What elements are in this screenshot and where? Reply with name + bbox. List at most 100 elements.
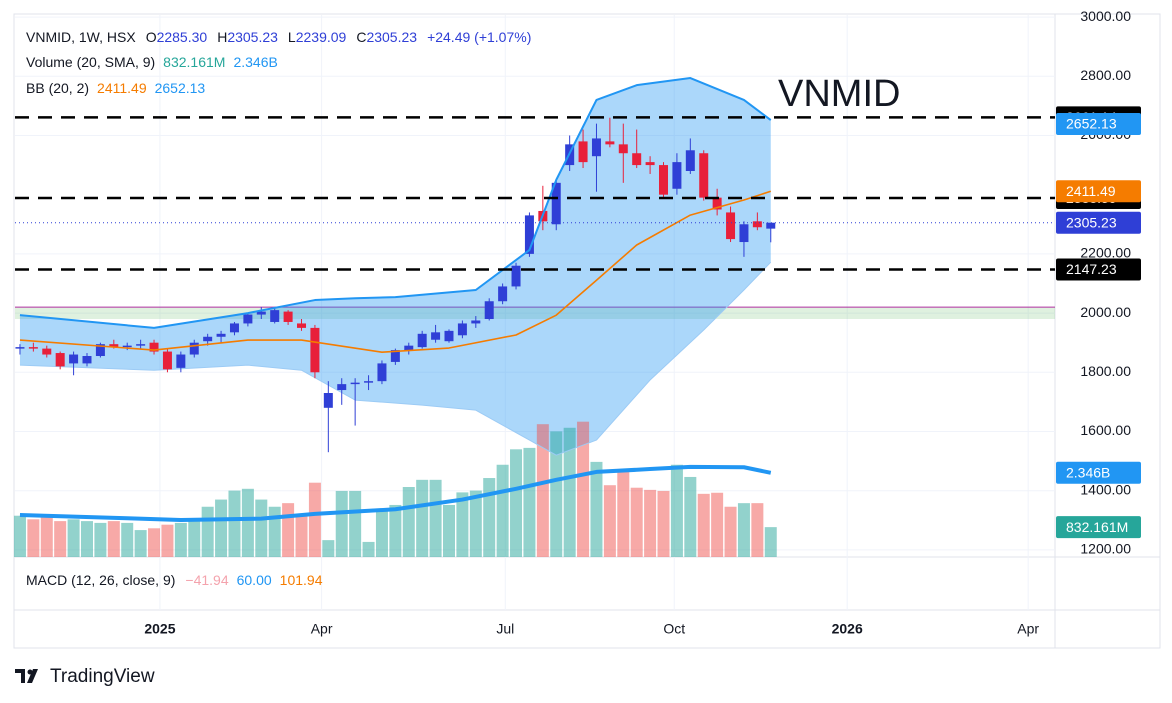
legend-bb: BB (20, 2) 2411.49 2652.13 — [26, 80, 205, 96]
volume-bar — [228, 490, 241, 557]
macd-value: 60.00 — [237, 572, 272, 588]
candle-body — [323, 393, 333, 408]
volume-bar — [362, 541, 375, 557]
volume-bar — [13, 515, 26, 557]
candle-body — [310, 327, 320, 373]
volume-bar — [563, 427, 576, 557]
y-tick-label: 1400.00 — [1080, 481, 1131, 497]
candle-body — [498, 286, 508, 302]
y-tick-label: 1200.00 — [1080, 541, 1131, 557]
volume-bar — [402, 487, 415, 557]
candle-body — [203, 336, 213, 342]
indicator-line — [19, 464, 772, 523]
candle-body — [69, 354, 79, 364]
ohlc-value: 2305.23 — [227, 29, 278, 45]
candle-body — [699, 153, 709, 198]
volume-bar — [295, 513, 308, 557]
volume-bar — [657, 490, 670, 557]
price-badge — [1056, 461, 1141, 484]
candle-body — [632, 153, 642, 166]
legend-symbol: VNMID, 1W, HSX O2285.30 H2305.23 L2239.09 C2… — [26, 29, 531, 45]
candle-body — [189, 342, 199, 355]
candle-body — [685, 150, 695, 171]
volume-bar — [94, 522, 107, 557]
candle-body — [109, 344, 119, 348]
candle-body — [511, 265, 521, 287]
y-tick-label: 2000.00 — [1080, 304, 1131, 320]
sma-value: 2.346B — [233, 54, 277, 70]
volume-bar — [255, 499, 268, 557]
brand: TradingView — [50, 666, 155, 687]
price-badge-label: 2305.23 — [1066, 214, 1117, 230]
candle-body — [618, 144, 628, 154]
legend-volume: Volume (20, SMA, 9) 832.161M 2.346B — [26, 54, 278, 70]
macd-value: −41.94 — [185, 572, 228, 588]
x-tick-label: 2026 — [832, 621, 863, 637]
candle-body — [270, 310, 280, 322]
volume-bar — [577, 421, 590, 557]
volume-bar — [644, 489, 657, 557]
logo-icon — [15, 669, 38, 683]
volume-bar — [241, 488, 254, 557]
volume-bar — [174, 522, 187, 557]
candle-body — [645, 162, 655, 166]
volume-bar — [389, 504, 402, 557]
candle-body — [28, 347, 38, 349]
bb-basis-value: 2411.49 — [97, 80, 147, 96]
candle-body — [404, 345, 414, 351]
x-tick-label: Apr — [311, 621, 333, 637]
volume-bar — [483, 478, 496, 557]
volume-bar — [670, 464, 683, 557]
candle-body — [605, 141, 615, 145]
volume-bar — [617, 471, 630, 557]
candle-body — [444, 330, 454, 342]
ohlc-key: H — [217, 29, 227, 45]
bb-fill — [19, 78, 771, 456]
candle-body — [471, 320, 481, 324]
ohlc-value: 2285.30 — [157, 29, 208, 45]
volume-bar — [751, 503, 764, 557]
macd-label: MACD (12, 26, close, 9) — [26, 572, 175, 588]
volume-bar — [40, 517, 53, 557]
volume-bar — [550, 431, 563, 557]
volume-bar — [684, 476, 697, 557]
volume-bar — [416, 479, 429, 557]
legend-macd: MACD (12, 26, close, 9) −41.94 60.00 101.94 — [26, 572, 323, 588]
candle-body — [136, 344, 146, 346]
price-badge — [1056, 516, 1141, 539]
candle-body — [95, 344, 105, 357]
candle-body — [15, 347, 25, 349]
candle-body — [297, 323, 307, 328]
candle-body — [726, 212, 736, 240]
candle-body — [712, 197, 722, 210]
volume-bar — [148, 528, 161, 557]
volume-bar — [630, 487, 643, 557]
candle-body — [350, 382, 360, 385]
volume-bar — [697, 493, 710, 557]
volume-bar — [107, 521, 120, 557]
price-badge — [1056, 258, 1141, 281]
candle-body — [122, 345, 132, 348]
volume-bar — [80, 521, 93, 557]
candle-body — [431, 332, 441, 340]
volume-bar — [349, 490, 362, 557]
indicator-line — [19, 261, 772, 456]
x-tick-label: Oct — [663, 621, 685, 637]
candle-body — [337, 384, 347, 391]
volume-bar — [188, 521, 201, 557]
volume-bar — [456, 492, 469, 557]
volume-bar — [469, 490, 482, 557]
price-badge-label: 2411.49 — [1066, 183, 1116, 199]
ohlc-value: 2239.09 — [296, 29, 347, 45]
volume-bar — [724, 506, 737, 557]
volume-bar — [590, 461, 603, 557]
candle-body — [672, 162, 682, 189]
volume-bar — [510, 449, 523, 557]
volume-bar — [161, 524, 174, 557]
candle-body — [176, 354, 186, 368]
ohlc-key: C — [356, 29, 366, 45]
price-badge — [1056, 211, 1141, 234]
volume-bar — [134, 530, 147, 557]
candle-body — [766, 222, 776, 229]
